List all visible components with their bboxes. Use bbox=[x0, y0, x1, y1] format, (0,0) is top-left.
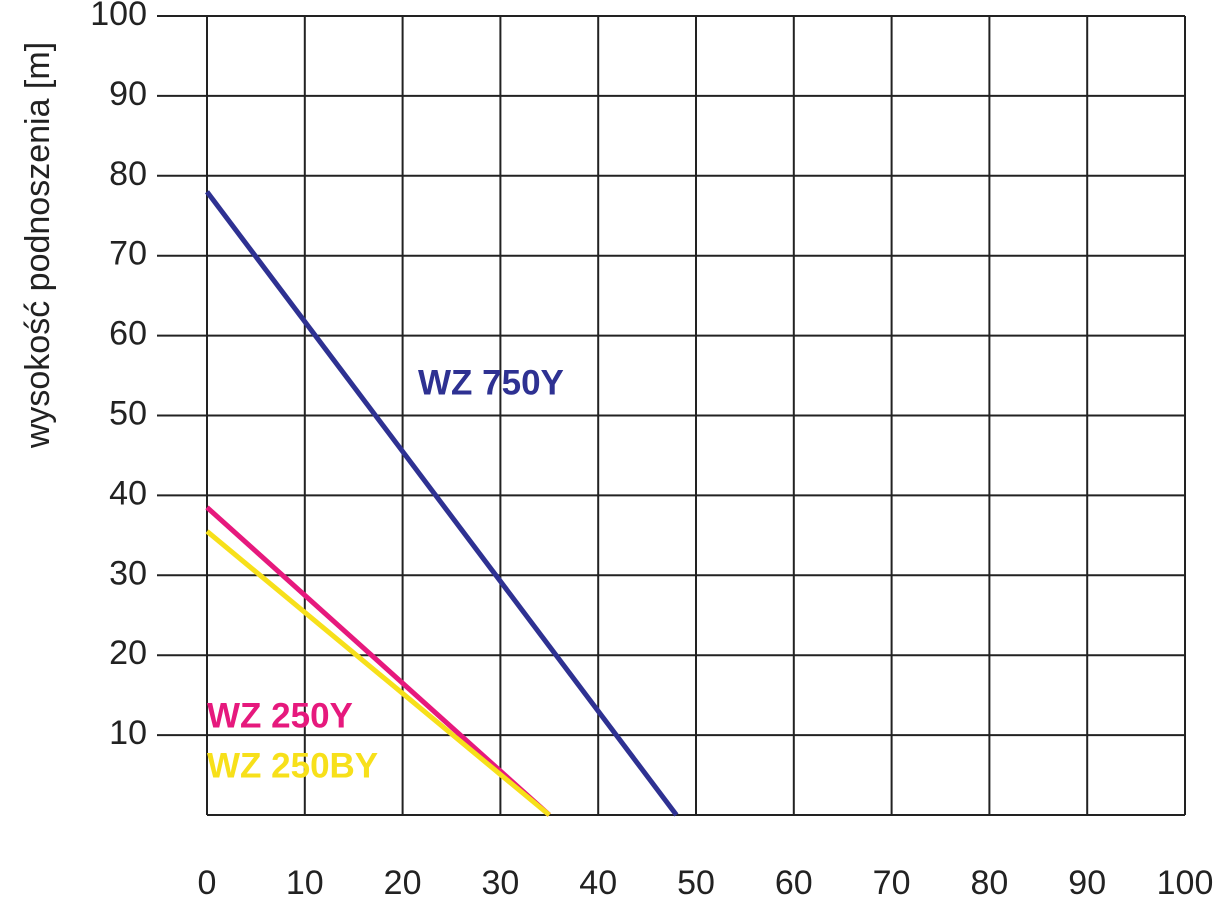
y-tick-label: 20 bbox=[109, 634, 147, 672]
x-tick-label: 80 bbox=[970, 864, 1008, 901]
x-tick-label: 90 bbox=[1068, 864, 1106, 901]
y-tick-label: 70 bbox=[109, 235, 147, 273]
x-tick-label: 10 bbox=[286, 864, 324, 901]
x-tick-label: 70 bbox=[873, 864, 911, 901]
y-tick-label: 60 bbox=[109, 315, 147, 353]
x-tick-label: 60 bbox=[775, 864, 813, 901]
x-tick-label: 50 bbox=[677, 864, 715, 901]
series-label: WZ 250BY bbox=[207, 746, 378, 785]
y-axis-title: wysokość podnoszenia [m] bbox=[19, 42, 57, 449]
y-tick-label: 10 bbox=[109, 714, 147, 752]
series-line bbox=[205, 505, 551, 817]
y-tick-label: 50 bbox=[109, 394, 147, 432]
y-tick-label: 90 bbox=[109, 75, 147, 113]
x-tick-label: 0 bbox=[198, 864, 217, 901]
series-line bbox=[205, 529, 551, 817]
series-label: WZ 750Y bbox=[418, 363, 564, 402]
y-tick-label: 30 bbox=[109, 554, 147, 592]
y-tick-label: 40 bbox=[109, 474, 147, 512]
series-line bbox=[205, 190, 679, 817]
x-tick-label: 40 bbox=[579, 864, 617, 901]
y-tick-label: 100 bbox=[90, 0, 147, 33]
series-label: WZ 250Y bbox=[207, 696, 353, 735]
y-tick-label: 80 bbox=[109, 155, 147, 193]
x-tick-label: 100 bbox=[1157, 864, 1214, 901]
x-tick-label: 30 bbox=[481, 864, 519, 901]
x-tick-label: 20 bbox=[384, 864, 422, 901]
